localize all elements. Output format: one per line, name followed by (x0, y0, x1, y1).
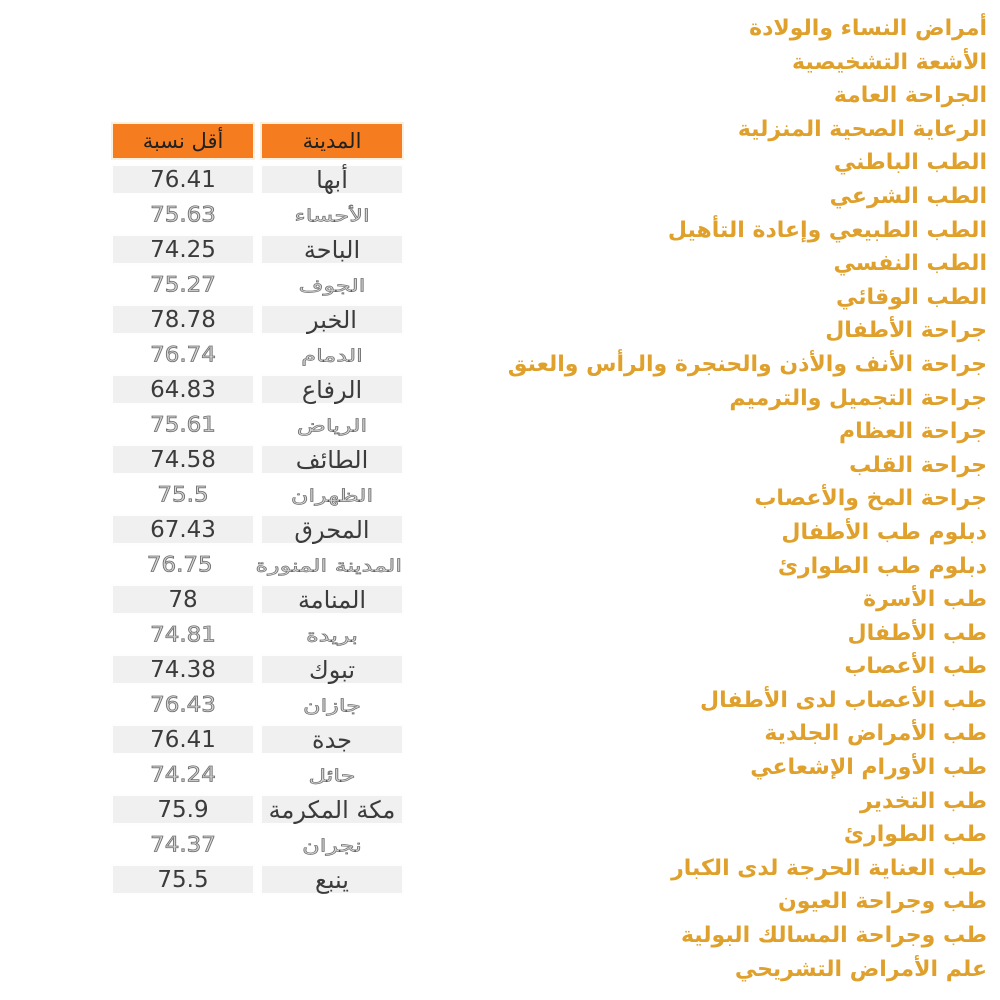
value-cell: 76.74 (150, 342, 217, 367)
table-row[interactable]: أبها 76.41 (111, 164, 404, 195)
table-row[interactable]: تبوك 74.38 (111, 654, 404, 685)
table-row[interactable]: الدمام 76.74 (111, 339, 404, 370)
table-row[interactable]: جازان 76.43 (111, 689, 404, 720)
table-row[interactable]: جدة 76.41 (111, 724, 404, 755)
specialty-item[interactable]: جراحة العظام (839, 419, 987, 445)
specialty-item[interactable]: طب الأسرة (863, 587, 987, 613)
city-cell: الظهران (290, 485, 374, 506)
value-cell: 75.9 (111, 794, 255, 825)
table-row[interactable]: الرياض 75.61 (111, 409, 404, 440)
table-row[interactable]: ينبع 75.5 (111, 864, 404, 895)
value-cell: 76.41 (111, 724, 255, 755)
value-cell: 75.5 (157, 482, 209, 507)
table-row[interactable]: الرفاع 64.83 (111, 374, 404, 405)
city-cell: نجران (302, 835, 363, 856)
value-cell: 74.38 (111, 654, 255, 685)
specialty-item[interactable]: الطب الباطني (833, 150, 987, 176)
value-cell: 75.5 (111, 864, 255, 895)
city-cell: الرياض (296, 415, 368, 436)
city-cell: جازان (302, 695, 362, 716)
specialty-item[interactable]: علم الأمراض التشريحي (734, 956, 987, 982)
value-cell: 74.58 (111, 444, 255, 475)
specialty-item[interactable]: الأشعة التشخيصية (792, 49, 987, 75)
value-cell: 78 (111, 584, 255, 615)
value-cell: 74.81 (150, 622, 217, 647)
city-table-body: أبها 76.41 الأحساء 75.63 الباحة 74.25 الجوف 75.… (111, 164, 404, 895)
table-row[interactable]: الظهران 75.5 (111, 479, 404, 510)
value-cell: 74.25 (111, 234, 255, 265)
table-row[interactable]: حائل 74.24 (111, 759, 404, 790)
specialty-item[interactable]: دبلوم طب الأطفال (781, 519, 987, 545)
specialty-item[interactable]: دبلوم طب الطوارئ (777, 553, 987, 579)
city-cell: الأحساء (294, 205, 370, 226)
specialty-item[interactable]: طب التخدير (860, 788, 987, 814)
specialty-list: أمراض النساء والولادة الأشعة التشخيصية الج… (508, 12, 987, 986)
city-cell: بريدة (306, 625, 359, 646)
value-cell: 78.78 (111, 304, 255, 335)
city-cell: ينبع (260, 864, 404, 895)
value-cell: 67.43 (111, 514, 255, 545)
table-row[interactable]: الخبر 78.78 (111, 304, 404, 335)
city-cell: الباحة (260, 234, 404, 265)
table-row[interactable]: الباحة 74.25 (111, 234, 404, 265)
value-cell: 74.24 (150, 762, 217, 787)
table-row[interactable]: بريدة 74.81 (111, 619, 404, 650)
specialty-item[interactable]: طب الأمراض الجلدية (764, 721, 987, 747)
specialty-item[interactable]: الرعاية الصحية المنزلية (737, 116, 987, 142)
value-cell: 76.41 (111, 164, 255, 195)
table-header-row: المدينة أقل نسبة (111, 122, 404, 160)
specialty-item[interactable]: جراحة الأنف والأذن والحنجرة والرأس والعن… (507, 351, 987, 377)
value-cell: 75.63 (150, 202, 217, 227)
table-header-lowest-percentage[interactable]: أقل نسبة (111, 122, 255, 160)
specialty-item[interactable]: جراحة المخ والأعصاب (754, 486, 987, 512)
city-cell: مكة المكرمة (260, 794, 404, 825)
specialty-item[interactable]: طب الطوارئ (843, 822, 987, 848)
specialty-item[interactable]: طب وجراحة المسالك البولية (680, 923, 987, 949)
table-row[interactable]: الطائف 74.58 (111, 444, 404, 475)
city-cell: الرفاع (260, 374, 404, 405)
city-cell: الدمام (301, 345, 364, 366)
table-row[interactable]: مكة المكرمة 75.9 (111, 794, 404, 825)
city-cell: تبوك (260, 654, 404, 685)
specialty-item[interactable]: جراحة الأطفال (825, 318, 987, 344)
city-cell: جدة (260, 724, 404, 755)
specialty-item[interactable]: طب العناية الحرجة لدى الكبار (671, 855, 987, 881)
table-row[interactable]: الأحساء 75.63 (111, 199, 404, 230)
specialty-item[interactable]: الطب الشرعي (829, 183, 987, 209)
specialty-item[interactable]: جراحة التجميل والترميم (729, 385, 987, 411)
specialty-item[interactable]: الطب الطبيعي وإعادة التأهيل (667, 217, 987, 243)
specialty-item[interactable]: جراحة القلب (849, 452, 987, 478)
city-cell: الجوف (298, 275, 366, 296)
table-row[interactable]: المنامة 78 (111, 584, 404, 615)
city-cell: المدينة المنورة (255, 555, 402, 576)
table-header-city[interactable]: المدينة (260, 122, 404, 160)
city-percentage-table: المدينة أقل نسبة أبها 76.41 الأحساء 75.63 ال… (111, 122, 404, 899)
value-cell: 75.27 (150, 272, 217, 297)
city-cell: الخبر (260, 304, 404, 335)
city-cell: المنامة (260, 584, 404, 615)
value-cell: 76.43 (150, 692, 217, 717)
table-row[interactable]: المحرق 67.43 (111, 514, 404, 545)
city-cell: المحرق (260, 514, 404, 545)
specialty-item[interactable]: الجراحة العامة (833, 83, 987, 109)
specialty-item[interactable]: الطب الوقائي (836, 284, 987, 310)
value-cell: 75.61 (150, 412, 217, 437)
value-cell: 74.37 (150, 832, 217, 857)
specialty-item[interactable]: طب وجراحة العيون (777, 889, 987, 915)
city-cell: حائل (308, 765, 356, 786)
value-cell: 76.75 (146, 552, 213, 577)
city-cell: أبها (260, 164, 404, 195)
table-row[interactable]: نجران 74.37 (111, 829, 404, 860)
city-cell: الطائف (260, 444, 404, 475)
specialty-item[interactable]: الطب النفسي (833, 251, 987, 277)
value-cell: 64.83 (111, 374, 255, 405)
specialty-item[interactable]: طب الأعصاب لدى الأطفال (700, 687, 987, 713)
table-row[interactable]: المدينة المنورة 76.75 (111, 549, 404, 580)
specialty-item[interactable]: طب الأعصاب (844, 654, 987, 680)
specialty-item[interactable]: طب الأورام الإشعاعي (750, 755, 987, 781)
table-row[interactable]: الجوف 75.27 (111, 269, 404, 300)
specialty-item[interactable]: أمراض النساء والولادة (749, 16, 987, 41)
specialty-item[interactable]: طب الأطفال (847, 620, 988, 646)
